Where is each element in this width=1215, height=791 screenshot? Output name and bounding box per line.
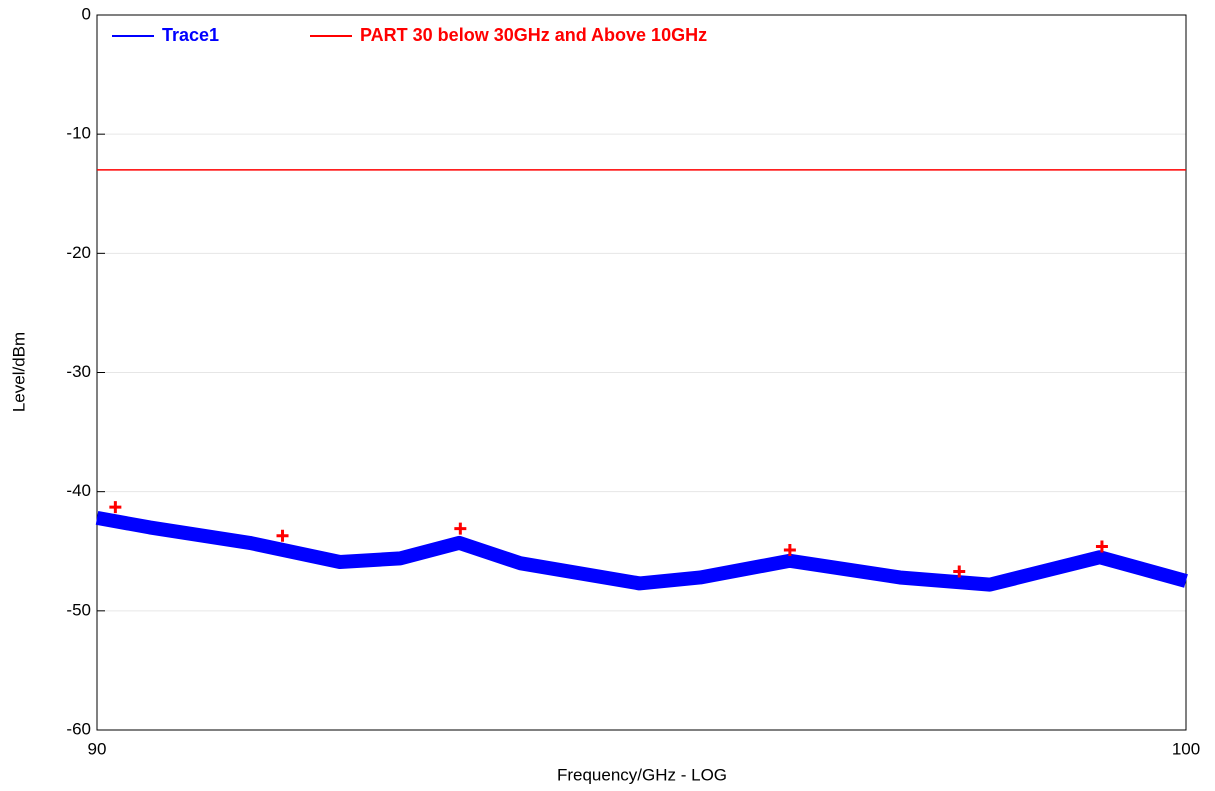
- y-tick-label: -60: [66, 719, 91, 738]
- x-axis-label: Frequency/GHz - LOG: [557, 765, 727, 784]
- y-tick-label: -40: [66, 481, 91, 500]
- peak-marker: [1095, 540, 1108, 553]
- y-tick-label: -50: [66, 600, 91, 619]
- legend-label: PART 30 below 30GHz and Above 10GHz: [360, 25, 707, 45]
- y-tick-label: -10: [66, 124, 91, 143]
- y-axis-label: Level/dBm: [9, 332, 28, 412]
- peak-marker: [953, 565, 966, 578]
- peak-marker: [109, 501, 122, 514]
- y-tick-label: 0: [82, 4, 91, 23]
- y-tick-label: -30: [66, 362, 91, 381]
- x-tick-label: 100: [1172, 739, 1200, 758]
- peak-marker: [276, 529, 289, 542]
- plot-frame: [96, 14, 1187, 731]
- peak-marker: [783, 544, 796, 557]
- x-tick-label: 90: [88, 739, 107, 758]
- peak-marker: [454, 522, 467, 535]
- legend-label: Trace1: [162, 25, 219, 45]
- trace: [95, 510, 1188, 592]
- y-tick-label: -20: [66, 243, 91, 262]
